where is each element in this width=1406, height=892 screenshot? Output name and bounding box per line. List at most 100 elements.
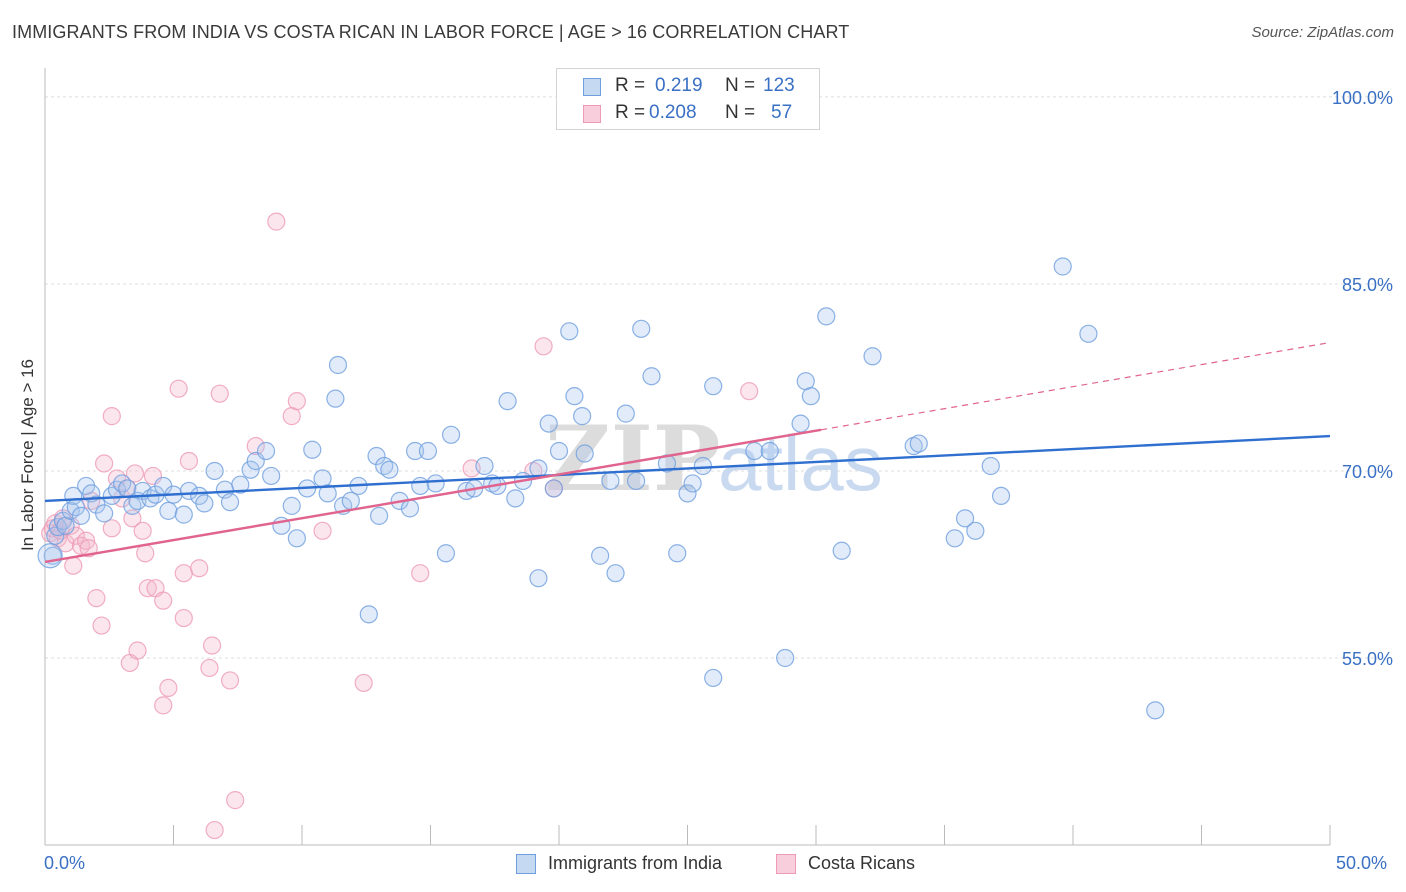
data-point [202, 636, 222, 655]
data-point [190, 559, 209, 578]
data-point [1079, 324, 1098, 343]
data-point [560, 322, 579, 341]
data-point [71, 506, 91, 525]
data-point [945, 529, 964, 548]
data-point [179, 481, 199, 501]
costa-legend-swatch [776, 854, 796, 874]
data-point [626, 471, 646, 491]
data-point [241, 460, 260, 479]
india-points [37, 257, 1165, 720]
data-point [367, 446, 386, 466]
data-point [575, 444, 594, 463]
y-tick-label: 100.0% [1332, 88, 1393, 108]
data-point [77, 531, 96, 550]
data-point [565, 387, 584, 406]
data-point [693, 456, 713, 476]
data-point [606, 564, 625, 583]
data-point [955, 509, 975, 528]
r-label: R = [615, 102, 646, 123]
data-point [441, 425, 461, 444]
data-point [534, 337, 553, 356]
data-point [195, 494, 214, 513]
data-point [262, 466, 281, 486]
data-point [226, 791, 245, 810]
data-point [411, 476, 430, 496]
data-point [112, 474, 132, 493]
data-point [704, 668, 723, 688]
data-point [380, 460, 399, 479]
costa-trend-line [44, 428, 822, 564]
data-point [632, 319, 651, 338]
data-point [601, 471, 620, 491]
data-point [95, 504, 114, 523]
data-point [529, 569, 548, 588]
y-tick-label: 70.0% [1342, 462, 1393, 482]
data-point [498, 392, 517, 411]
r-value: 0.219 [655, 75, 703, 96]
source-label: Source: ZipAtlas.com [1251, 24, 1394, 41]
data-point [776, 648, 795, 668]
data-point [246, 436, 265, 456]
data-point [678, 484, 697, 503]
data-point [683, 474, 702, 493]
chart-title: IMMIGRANTS FROM INDIA VS COSTA RICAN IN … [12, 22, 850, 42]
data-point [303, 440, 322, 459]
grid-lines [45, 96, 1390, 659]
stats-row-costa: R = 0.208 N = 57 [557, 102, 819, 128]
y-tick-labels: 55.0% 70.0% 85.0% 100.0% [1332, 88, 1393, 669]
data-point [863, 347, 882, 366]
legend-label-costa: Costa Ricans [808, 853, 916, 873]
data-point [210, 384, 229, 403]
costa-points [41, 212, 759, 840]
data-point [616, 404, 635, 423]
data-point [174, 608, 193, 628]
data-point [909, 434, 928, 453]
data-point [125, 464, 145, 483]
data-point [745, 441, 764, 461]
data-point [411, 564, 430, 583]
data-point [174, 505, 193, 524]
x-tick-label-min: 0.0% [44, 853, 86, 873]
data-point [832, 541, 851, 560]
data-point [220, 671, 240, 690]
data-point [549, 441, 569, 461]
data-point [791, 414, 810, 433]
watermark-zip: ZIP [545, 406, 720, 512]
data-point [95, 454, 114, 473]
r-label: R = [615, 75, 646, 96]
data-point [92, 616, 111, 635]
data-point [966, 521, 985, 540]
data-point [817, 307, 836, 326]
y-tick-label: 85.0% [1342, 275, 1393, 295]
data-point [87, 589, 106, 608]
data-point [991, 486, 1011, 506]
data-point [801, 387, 820, 406]
axes [44, 68, 1331, 846]
data-point [400, 499, 420, 518]
stats-legend-box: R = 0.219 N = 123 R = 0.208 N = 57 [556, 68, 820, 130]
data-point [169, 379, 188, 398]
data-point [282, 496, 301, 515]
x-tick-label-max: 50.0% [1336, 853, 1388, 873]
data-point [128, 641, 147, 660]
data-point [174, 564, 193, 583]
data-point [326, 389, 345, 408]
data-point [53, 511, 73, 530]
data-point [159, 678, 178, 698]
data-point [123, 509, 142, 528]
data-point [205, 820, 224, 840]
data-point [102, 519, 121, 538]
data-point [981, 456, 1000, 476]
data-point [136, 544, 155, 563]
stats-row-india: R = 0.219 N = 123 [557, 75, 819, 101]
data-point [426, 474, 445, 493]
data-point [573, 407, 592, 426]
data-point [102, 407, 121, 426]
data-point [287, 392, 306, 411]
costa-swatch [583, 105, 601, 123]
data-point [205, 461, 224, 481]
y-tick-label: 55.0% [1342, 649, 1393, 669]
data-point [591, 546, 610, 565]
data-point [1053, 257, 1072, 276]
